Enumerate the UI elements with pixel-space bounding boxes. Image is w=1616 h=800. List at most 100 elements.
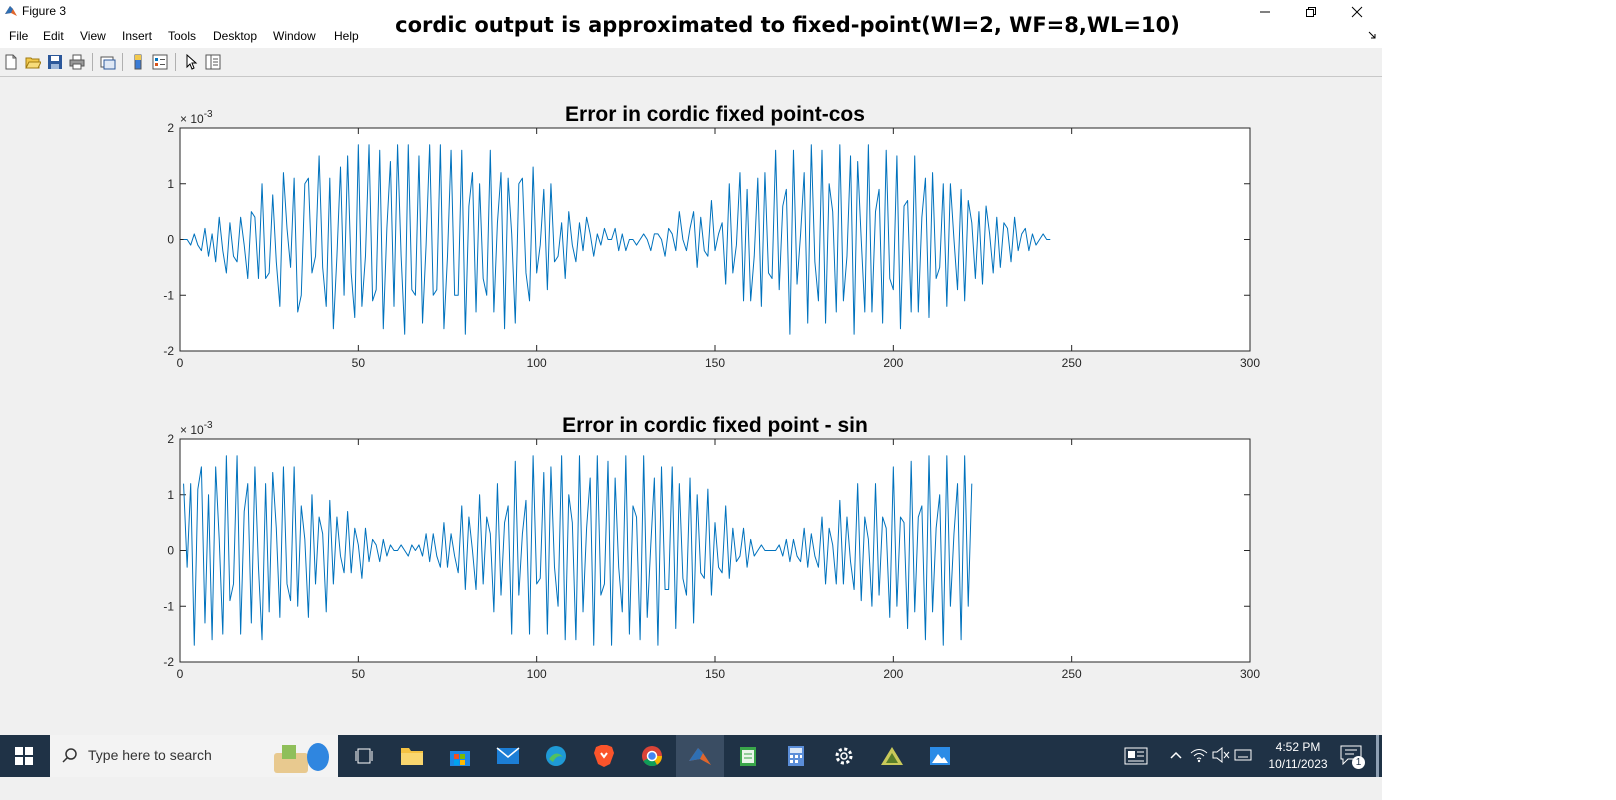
menu-window[interactable]: Window <box>273 29 316 43</box>
keyboard-icon <box>1234 749 1252 761</box>
x-tick-label: 150 <box>705 667 725 681</box>
taskbar-chrome[interactable] <box>628 735 676 777</box>
edge-icon <box>546 746 566 766</box>
x-tick-label: 300 <box>1240 356 1260 370</box>
taskbar-app[interactable] <box>868 735 916 777</box>
taskbar-mail[interactable] <box>484 735 532 777</box>
plot-2: 0 50 100 150 200 250 300 -2 -1 0 1 2 × 10-3 Error in … <box>163 414 1260 681</box>
legend-button[interactable] <box>150 52 170 72</box>
taskbar-matlab[interactable] <box>676 735 724 777</box>
start-button[interactable] <box>0 735 48 777</box>
y-tick-label: -2 <box>163 344 174 358</box>
edit-plot-button[interactable] <box>181 52 201 72</box>
y-tick-label: 0 <box>167 544 174 558</box>
taskbar-calculator[interactable] <box>772 735 820 777</box>
taskbar-edge[interactable] <box>532 735 580 777</box>
menu-help[interactable]: Help <box>334 29 359 43</box>
y-tick-label: 0 <box>167 233 174 247</box>
close-button[interactable] <box>1334 0 1380 24</box>
minimize-icon <box>1260 11 1270 13</box>
taskbar-settings[interactable] <box>820 735 868 777</box>
menu-insert[interactable]: Insert <box>122 29 153 43</box>
colorbar-button[interactable] <box>128 52 148 72</box>
clock-date: 10/11/2023 <box>1268 757 1328 771</box>
save-icon <box>48 55 62 69</box>
chart-title: Error in cordic fixed point-cos <box>565 103 865 126</box>
notepad-icon <box>740 747 756 766</box>
taskbar-notepad[interactable] <box>724 735 772 777</box>
notification-badge: 1 <box>1352 756 1365 769</box>
print-button[interactable] <box>67 52 87 72</box>
matlab-icon <box>689 748 711 765</box>
settings-icon <box>835 747 853 765</box>
taskbar-search-box[interactable]: Type here to search <box>50 735 338 777</box>
dock-arrow-icon[interactable] <box>1368 31 1377 40</box>
x-tick-label: 250 <box>1062 667 1082 681</box>
menu-edit[interactable]: Edit <box>43 29 64 43</box>
mail-icon <box>496 747 520 764</box>
y-exponent-label: × 10-3 <box>180 109 213 126</box>
taskbar-store[interactable] <box>436 735 484 777</box>
photos-icon <box>930 747 950 765</box>
taskbar-brave[interactable] <box>580 735 628 777</box>
task-view-button[interactable] <box>340 735 388 777</box>
menu-desktop[interactable]: Desktop <box>213 29 258 43</box>
wifi-icon <box>1190 749 1208 763</box>
menu-file[interactable]: File <box>9 29 29 43</box>
taskbar-photos[interactable] <box>916 735 964 777</box>
menu-view[interactable]: View <box>80 29 106 43</box>
x-tick-label: 200 <box>883 356 903 370</box>
axes-box <box>179 438 1251 663</box>
search-placeholder: Type here to search <box>88 747 212 763</box>
file-explorer-icon <box>401 748 423 765</box>
figure-title: cordic output is approximated to fixed-p… <box>395 13 1180 37</box>
taskbar-file-explorer[interactable] <box>388 735 436 777</box>
new-figure-icon <box>5 54 17 70</box>
minimize-button[interactable] <box>1242 0 1288 24</box>
volume-button[interactable] <box>1212 746 1230 768</box>
edit-plot-icon <box>186 54 198 70</box>
y-tick-label: 2 <box>167 121 174 135</box>
input-indicator[interactable] <box>1234 747 1252 768</box>
chart-title: Error in cordic fixed point - sin <box>562 414 868 437</box>
chevron-up-icon <box>1170 751 1182 759</box>
plot-1: 0 50 100 150 200 250 300 -2 -1 0 1 2 × 10-3 Error in … <box>163 103 1260 370</box>
x-tick-label: 50 <box>352 356 366 370</box>
x-tick-label: 100 <box>527 667 547 681</box>
matlab-icon <box>5 6 17 16</box>
open-file-button[interactable] <box>23 52 43 72</box>
x-tick-label: 0 <box>177 356 184 370</box>
restore-button[interactable] <box>1288 0 1334 24</box>
figure-toolbar <box>0 48 1382 77</box>
search-icon <box>62 748 77 763</box>
title-bar: Figure 3 <box>0 0 1382 24</box>
new-figure-button[interactable] <box>1 52 21 72</box>
taskbar-clock[interactable]: 4:52 PM 10/11/2023 <box>1258 739 1338 773</box>
print-icon <box>69 54 85 70</box>
x-tick-label: 250 <box>1062 356 1082 370</box>
taskbar-news[interactable] <box>1124 746 1148 766</box>
notification-icon <box>1340 745 1362 765</box>
link-plot-icon <box>100 56 116 70</box>
y-tick-label: 1 <box>167 177 174 191</box>
legend-icon <box>152 54 168 70</box>
network-button[interactable] <box>1190 747 1208 768</box>
open-file-icon <box>25 57 41 69</box>
figure-canvas: 0 50 100 150 200 250 300 -2 -1 0 1 2 × 10-3 Error in … <box>0 77 1382 735</box>
toolbar-separator <box>175 53 176 71</box>
volume-mute-icon <box>1212 746 1230 764</box>
show-hidden-icons-button[interactable] <box>1169 748 1183 767</box>
chrome-icon <box>642 746 663 767</box>
y-tick-label: 2 <box>167 432 174 446</box>
property-inspector-button[interactable] <box>203 52 223 72</box>
x-tick-label: 200 <box>883 667 903 681</box>
save-button[interactable] <box>45 52 65 72</box>
notification-center-button[interactable]: 1 <box>1340 743 1368 769</box>
link-plot-button[interactable] <box>98 52 118 72</box>
show-desktop-button[interactable] <box>1376 735 1379 777</box>
restore-icon <box>1306 7 1316 17</box>
y-tick-label: -2 <box>163 655 174 669</box>
menu-tools[interactable]: Tools <box>168 29 197 43</box>
toolbar-separator <box>122 53 123 71</box>
